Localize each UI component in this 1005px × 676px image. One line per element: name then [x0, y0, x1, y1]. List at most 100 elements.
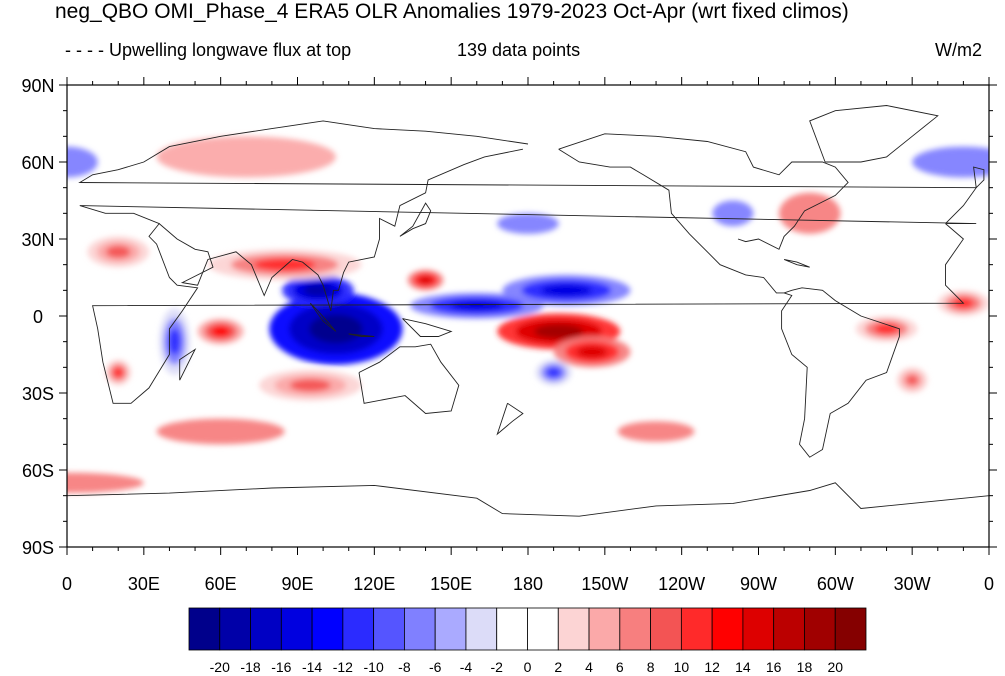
anomaly-blob-22: [156, 418, 285, 445]
lon-label: 150W: [581, 574, 628, 594]
lon-label: 180: [513, 574, 543, 594]
coastline-segment-8: [496, 402, 524, 436]
lon-label: 0: [62, 574, 72, 594]
colorbar-label: 18: [797, 659, 813, 675]
coastline-segment-15: [783, 259, 810, 268]
lon-label: 30W: [894, 574, 931, 594]
lat-label: 60N: [21, 153, 54, 173]
colorbar-swatch: [404, 607, 436, 651]
coastline-segment-14: [973, 166, 985, 189]
colorbar: [188, 607, 867, 651]
colorbar-swatch: [588, 607, 621, 651]
coastline-segment-13: [67, 482, 989, 517]
lat-label: 90S: [22, 538, 54, 558]
colorbar-label: 14: [735, 659, 751, 675]
lon-label: 30E: [128, 574, 160, 594]
colorbar-swatch: [711, 607, 744, 651]
colorbar-label: 12: [704, 659, 720, 675]
colorbar-swatch: [188, 607, 221, 651]
colorbar-label: -2: [491, 659, 504, 675]
anomaly-field: [67, 136, 989, 494]
colorbar-label: 2: [554, 659, 562, 675]
lon-label: 90E: [281, 574, 313, 594]
lat-label: 90N: [21, 76, 54, 96]
colorbar-swatch: [465, 607, 498, 651]
colorbar-swatch: [742, 607, 775, 651]
colorbar-swatch: [680, 607, 713, 651]
colorbar-swatch: [834, 607, 867, 651]
axis-ticks: [59, 77, 997, 555]
colorbar-label: -10: [364, 659, 384, 675]
lon-label: 60W: [817, 574, 854, 594]
colorbar-swatch: [373, 607, 405, 651]
colorbar-swatch: [311, 607, 344, 651]
colorbar-label: 20: [827, 659, 843, 675]
colorbar-swatch: [342, 607, 375, 651]
colorbar-swatch: [280, 607, 313, 651]
anomaly-blob-17: [778, 192, 841, 234]
colorbar-label: -14: [302, 659, 322, 675]
anomaly-blob-5: [535, 359, 572, 386]
coastline-segment-11: [558, 133, 849, 250]
anomaly-blob-10: [105, 359, 132, 386]
anomaly-blob-20: [67, 472, 144, 494]
colorbar-swatch: [619, 607, 651, 651]
colorbar-swatch: [557, 607, 590, 651]
anomaly-blob-12: [855, 316, 918, 342]
anomaly-blob-3: [502, 274, 631, 306]
anomaly-blob-18: [67, 146, 98, 178]
colorbar-swatch: [434, 607, 467, 651]
colorbar-label: -12: [333, 659, 353, 675]
lat-label: 60S: [22, 461, 54, 481]
colorbar-labels: -20 -18 -16 -14 -12 -10 -8 -6 -4 -2 0 2 4 6 8 10 12 14 16 1…: [210, 659, 844, 675]
colorbar-swatch: [650, 607, 682, 651]
colorbar-label: -6: [429, 659, 442, 675]
anomaly-blob-2: [410, 292, 544, 319]
colorbar-label: 4: [585, 659, 593, 675]
anomaly-blob-21: [156, 136, 336, 178]
coastline-segment-4: [309, 302, 337, 332]
variable-description: - - - - Upwelling longwave flux at top: [65, 40, 352, 60]
lon-label: 0: [984, 574, 994, 594]
chart-title: neg_QBO OMI_Phase_4 ERA5 OLR Anomalies 1…: [55, 0, 849, 23]
latitude-labels: 90N 60N 30N 0 30S 60S 90S: [21, 76, 54, 558]
coastline-segment-9: [179, 348, 197, 381]
lat-label: 30N: [21, 230, 54, 250]
anomaly-blob-1: [282, 274, 354, 306]
lon-label: 90W: [740, 574, 777, 594]
lat-label: 30S: [22, 384, 54, 404]
anomaly-blob-11: [207, 249, 362, 281]
anomaly-blob-14: [87, 236, 149, 268]
anomaly-blob-4: [159, 308, 190, 376]
colorbar-label: -16: [271, 659, 291, 675]
lon-label: 60E: [205, 574, 237, 594]
colorbar-swatch: [804, 607, 836, 651]
colorbar-label: -4: [460, 659, 473, 675]
coastline-segment-10: [558, 148, 900, 458]
colorbar-label: 6: [616, 659, 624, 675]
lon-label: 150E: [430, 574, 472, 594]
anomaly-blob-23: [497, 213, 559, 234]
coastline-segment-12: [809, 105, 939, 163]
colorbar-label: -18: [240, 659, 260, 675]
anomaly-blob-24: [712, 200, 754, 227]
longitude-labels: 0 30E 60E 90E 120E 150E 180 150W 120W 90W 60W 30W 0: [62, 574, 994, 594]
anomaly-blob-25: [617, 421, 695, 442]
colorbar-label: 16: [766, 659, 782, 675]
anomaly-blob-9: [197, 318, 244, 345]
colorbar-label: 10: [674, 659, 690, 675]
lon-label: 120E: [353, 574, 395, 594]
colorbar-swatch: [773, 607, 805, 651]
coastline-segment-2: [158, 148, 523, 312]
colorbar-label: -8: [398, 659, 411, 675]
anomaly-blob-19: [912, 146, 989, 178]
anomaly-blob-16: [259, 369, 362, 401]
coastline-segment-7: [399, 202, 432, 237]
colorbar-label: -20: [210, 659, 230, 675]
anomaly-blob-15: [896, 367, 928, 393]
coastlines: [67, 105, 989, 517]
coastline-segment-0: [78, 120, 978, 224]
anomaly-blob-0: [269, 292, 403, 365]
colorbar-label: 0: [524, 659, 532, 675]
